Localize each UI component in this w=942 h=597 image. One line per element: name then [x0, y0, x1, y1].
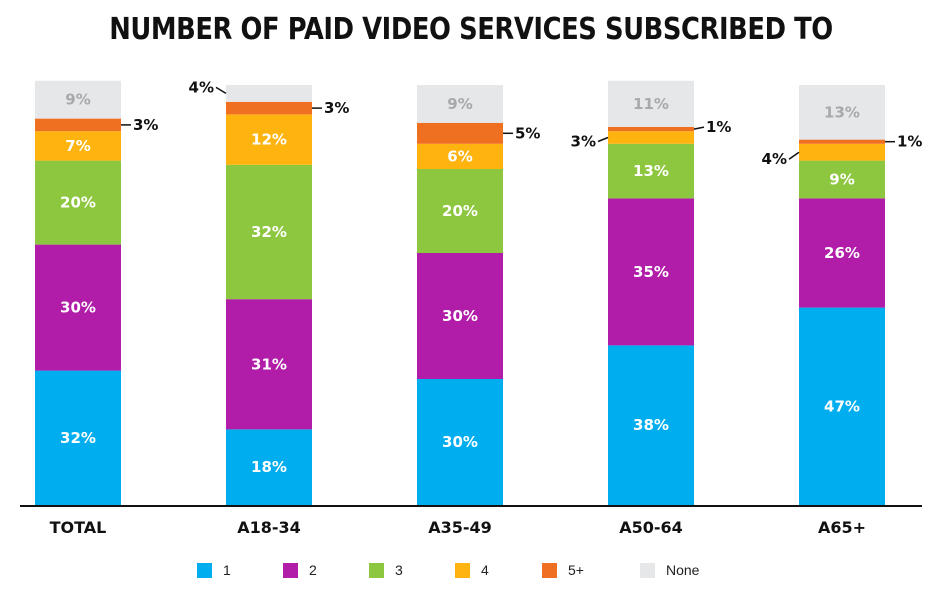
- bar-group-total: 32% 30% 20% 7% 3% 9% TOTAL: [35, 80, 158, 537]
- data-label: 32%: [60, 429, 96, 447]
- data-label: 7%: [65, 137, 90, 155]
- bar-segment-3: [35, 160, 121, 245]
- data-label: 1%: [706, 118, 731, 136]
- legend-label: 5+: [568, 562, 584, 578]
- bar-segment-3: [799, 160, 885, 199]
- bar-segment-5plus: [35, 118, 121, 132]
- data-label: 31%: [251, 355, 287, 373]
- data-label: 3%: [324, 99, 349, 117]
- data-label: 30%: [442, 433, 478, 451]
- data-label: 35%: [633, 263, 669, 281]
- legend-swatch: [542, 562, 557, 578]
- data-label: 12%: [251, 131, 287, 149]
- legend-swatch: [197, 562, 212, 578]
- category-label: A18-34: [237, 518, 301, 537]
- callout-line: [215, 86, 227, 95]
- callout-line: [788, 151, 800, 160]
- bar-segment-4: [35, 131, 121, 161]
- bar-segment-3: [226, 164, 312, 300]
- legend-item-2: 2: [283, 562, 317, 578]
- bar-segment-1: [35, 370, 121, 505]
- bar-segment-1: [417, 379, 503, 505]
- chart-legend: 1 2 3 4 5+ None: [0, 562, 942, 586]
- data-label: 13%: [824, 103, 860, 121]
- bar-segment-4: [799, 143, 885, 161]
- data-label: 9%: [447, 95, 472, 113]
- category-label: TOTAL: [50, 518, 107, 537]
- bar-segment-5plus: [608, 127, 694, 132]
- bar-segment-4: [608, 131, 694, 144]
- legend-item-1: 1: [197, 562, 231, 578]
- legend-swatch: [369, 562, 384, 578]
- data-label: 1%: [897, 133, 922, 151]
- bar-group-a50-64: 38% 35% 13% 3% 1% 11% A50-64: [571, 80, 731, 537]
- bar-segment-3: [608, 143, 694, 199]
- data-label: 32%: [251, 223, 287, 241]
- legend-swatch: [283, 562, 298, 578]
- bar-segment-5plus: [417, 122, 503, 144]
- data-label: 30%: [442, 307, 478, 325]
- bar-segment-5plus: [799, 139, 885, 144]
- bar-segment-2: [226, 299, 312, 430]
- bar-segment-1: [608, 345, 694, 505]
- bar-segment-none: [35, 80, 121, 119]
- legend-label: 3: [395, 562, 403, 578]
- data-label: 11%: [633, 95, 669, 113]
- data-label: 38%: [633, 416, 669, 434]
- bar-segment-none: [226, 85, 312, 102]
- category-label: A65+: [818, 518, 866, 537]
- bar-segment-4: [417, 143, 503, 169]
- bar-segment-1: [799, 307, 885, 505]
- data-label: 20%: [60, 194, 96, 212]
- legend-swatch: [640, 562, 655, 578]
- chart-title: NUMBER OF PAID VIDEO SERVICES SUBSCRIBED…: [109, 12, 833, 47]
- bar-group-a35-49: 30% 30% 20% 6% 5% 9% A35-49: [417, 85, 540, 537]
- bar-segment-2: [608, 198, 694, 346]
- bar-group-a65-: 47% 26% 9% 4% 1% 13% A65+: [762, 85, 922, 537]
- bar-segment-1: [226, 429, 312, 505]
- bar-segment-2: [417, 253, 503, 379]
- data-label: 47%: [824, 397, 860, 415]
- legend-item-5plus: 5+: [542, 562, 584, 578]
- data-label: 4%: [189, 78, 214, 96]
- bar-segment-2: [35, 244, 121, 371]
- callout-line: [597, 136, 609, 143]
- bar-segment-4: [226, 114, 312, 165]
- data-label: 30%: [60, 299, 96, 317]
- bar-segment-none: [608, 80, 694, 127]
- stacked-bar-chart: 32% 30% 20% 7% 3% 9% TOTAL 18% 31% 32% 12% 3% 4% A18-…: [20, 78, 922, 537]
- bar-segment-none: [799, 85, 885, 140]
- bar-segment-3: [417, 169, 503, 253]
- data-label: 13%: [633, 162, 669, 180]
- category-label: A35-49: [428, 518, 492, 537]
- data-label: 6%: [447, 147, 472, 165]
- data-label: 9%: [65, 91, 90, 109]
- legend-label: 2: [309, 562, 317, 578]
- legend-swatch: [455, 562, 470, 578]
- legend-item-none: None: [640, 562, 699, 578]
- bar-segment-2: [799, 198, 885, 308]
- callout-line: [693, 126, 705, 130]
- bar-segment-5plus: [226, 101, 312, 115]
- legend-item-4: 4: [455, 562, 489, 578]
- data-label: 9%: [829, 171, 854, 189]
- bar-group-a18-34: 18% 31% 32% 12% 3% 4% A18-34: [189, 78, 350, 537]
- data-label: 3%: [133, 116, 158, 134]
- legend-item-3: 3: [369, 562, 403, 578]
- legend-label: None: [666, 562, 700, 578]
- data-label: 26%: [824, 244, 860, 262]
- data-label: 5%: [515, 124, 540, 142]
- data-label: 18%: [251, 458, 287, 476]
- legend-label: 4: [481, 562, 489, 578]
- data-label: 20%: [442, 202, 478, 220]
- legend-label: 1: [223, 562, 231, 578]
- category-label: A50-64: [619, 518, 683, 537]
- data-label: 3%: [571, 133, 596, 151]
- bar-segment-none: [417, 85, 503, 123]
- data-label: 4%: [762, 150, 787, 168]
